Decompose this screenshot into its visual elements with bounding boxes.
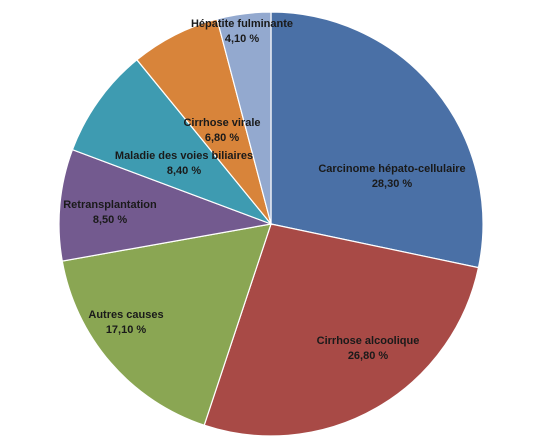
slice-name-label: Autres causes (88, 309, 163, 321)
slice-value-label: 17,10 % (106, 324, 147, 336)
slice-value-label: 8,50 % (93, 214, 127, 226)
data-label-retransplantation: Retransplantation 8,50 % (63, 199, 157, 226)
slice-name-label: Cirrhose alcoolique (317, 335, 420, 347)
pie-slice-hepatite-fulminante (216, 11, 272, 225)
slice-value-label: 26,80 % (348, 350, 389, 362)
data-label-maladie-des-voies-biliaires: Maladie des voies biliaires 8,40 % (115, 150, 253, 177)
slice-name-label: Cirrhose virale (183, 117, 260, 129)
slice-name-label: Hépatite fulminante (191, 18, 293, 30)
slice-name-label: Carcinome hépato-cellulaire (318, 163, 465, 175)
slice-name-label: Retransplantation (63, 199, 157, 211)
data-label-carcinome-hepato-cellulaire: Carcinome hépato-cellulaire 28,30 % (318, 163, 465, 190)
data-label-autres-causes: Autres causes 17,10 % (88, 309, 163, 336)
pie-slice-carcinome-hepato-cellulaire (270, 11, 484, 269)
slice-value-label: 8,40 % (167, 165, 201, 177)
slice-name-label: Maladie des voies biliaires (115, 150, 253, 162)
pie-slice-maladie-des-voies-biliaires (71, 58, 273, 226)
pie-slice-cirrhose-alcoolique (203, 223, 480, 437)
pie-slice-retransplantation (58, 148, 274, 262)
data-label-hepatite-fulminante: Hépatite fulminante 4,10 % (191, 18, 293, 45)
data-label-cirrhose-alcoolique: Cirrhose alcoolique 26,80 % (317, 335, 420, 362)
pie-labels: Carcinome hépato-cellulaire 28,30 % Cirrho… (63, 18, 465, 362)
pie-slices (58, 11, 484, 437)
slice-value-label: 4,10 % (225, 33, 259, 45)
data-label-cirrhose-virale: Cirrhose virale 6,80 % (183, 117, 260, 144)
slice-value-label: 28,30 % (372, 178, 413, 190)
pie-slice-autres-causes (61, 223, 272, 426)
slice-value-label: 6,80 % (205, 132, 239, 144)
